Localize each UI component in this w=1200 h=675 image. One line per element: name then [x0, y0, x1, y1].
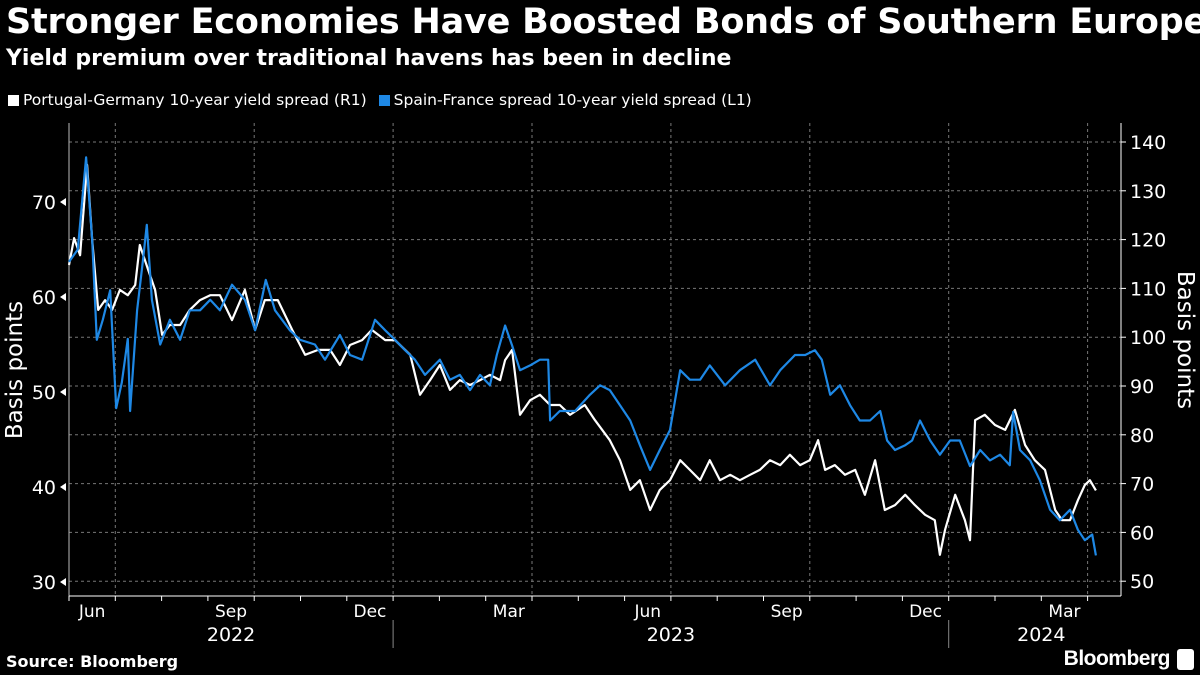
- left-axis-tick: [60, 483, 66, 491]
- right-axis-title: Basis points: [1172, 271, 1198, 409]
- left-axis-tick: [60, 578, 66, 586]
- gridlines: [69, 123, 1121, 596]
- right-axis-tick-label: 110: [1130, 278, 1166, 300]
- chart-subtitle: Yield premium over traditional havens ha…: [6, 46, 732, 71]
- bloomberg-chart-icon: [1177, 649, 1194, 670]
- legend-item-spain: Spain-France spread 10-year yield spread…: [378, 91, 752, 109]
- x-month-label: Dec: [909, 602, 942, 622]
- spain-france-spread-line: [68, 156, 1097, 556]
- legend-item-portugal: Portugal-Germany 10-year yield spread (R…: [8, 91, 367, 109]
- legend: Portugal-Germany 10-year yield spread (R…: [8, 91, 752, 109]
- bloomberg-logo: Bloomberg: [1063, 647, 1171, 670]
- right-axis-tick-label: 60: [1130, 522, 1154, 544]
- chart-title: Stronger Economies Have Boosted Bonds of…: [6, 2, 1200, 42]
- right-axis-tick-label: 100: [1130, 327, 1166, 349]
- left-axis-tick: [60, 293, 66, 301]
- x-month-label: Sep: [215, 602, 247, 622]
- portugal-germany-spread-line: [67, 163, 1097, 556]
- x-month-label: Sep: [771, 602, 803, 622]
- legend-swatch-portugal: [8, 94, 19, 106]
- x-month-label: Dec: [353, 602, 386, 622]
- x-month-label: Jun: [633, 602, 661, 622]
- right-axis-tick-label: 50: [1130, 571, 1154, 593]
- right-axis-tick-label: 70: [1130, 474, 1154, 496]
- legend-swatch-spain: [378, 94, 390, 106]
- right-axis-tick-label: 130: [1130, 181, 1166, 203]
- legend-label-spain: Spain-France spread 10-year yield spread…: [393, 91, 752, 109]
- axes: 50 60 70 80 90 100 110 120 130 140 30 40 50 60 70 Jun Se…: [32, 123, 1166, 648]
- right-axis-tick-label: 90: [1130, 376, 1154, 398]
- source-note: Source: Bloomberg: [6, 652, 179, 671]
- x-year-label: 2023: [647, 624, 695, 646]
- right-axis-tick-label: 140: [1130, 132, 1166, 154]
- left-axis-tick-label: 50: [32, 382, 56, 404]
- x-month-label: Mar: [1048, 602, 1080, 622]
- left-axis-title: Basis points: [2, 301, 28, 439]
- right-axis-tick-label: 80: [1130, 425, 1154, 447]
- left-axis-tick-label: 70: [32, 192, 56, 214]
- left-axis-tick: [60, 388, 66, 396]
- x-year-label: 2024: [1017, 624, 1065, 646]
- left-axis-tick: [60, 198, 66, 206]
- x-month-label: Mar: [493, 602, 525, 622]
- left-axis-tick-label: 60: [32, 287, 56, 309]
- series-lines: [67, 156, 1097, 556]
- legend-label-portugal: Portugal-Germany 10-year yield spread (R…: [23, 91, 367, 109]
- right-axis-tick-label: 120: [1130, 230, 1166, 252]
- x-year-label: 2022: [207, 624, 255, 646]
- left-axis-tick-label: 40: [32, 477, 56, 499]
- left-axis-tick-label: 30: [32, 572, 56, 594]
- x-month-label: Jun: [78, 602, 106, 622]
